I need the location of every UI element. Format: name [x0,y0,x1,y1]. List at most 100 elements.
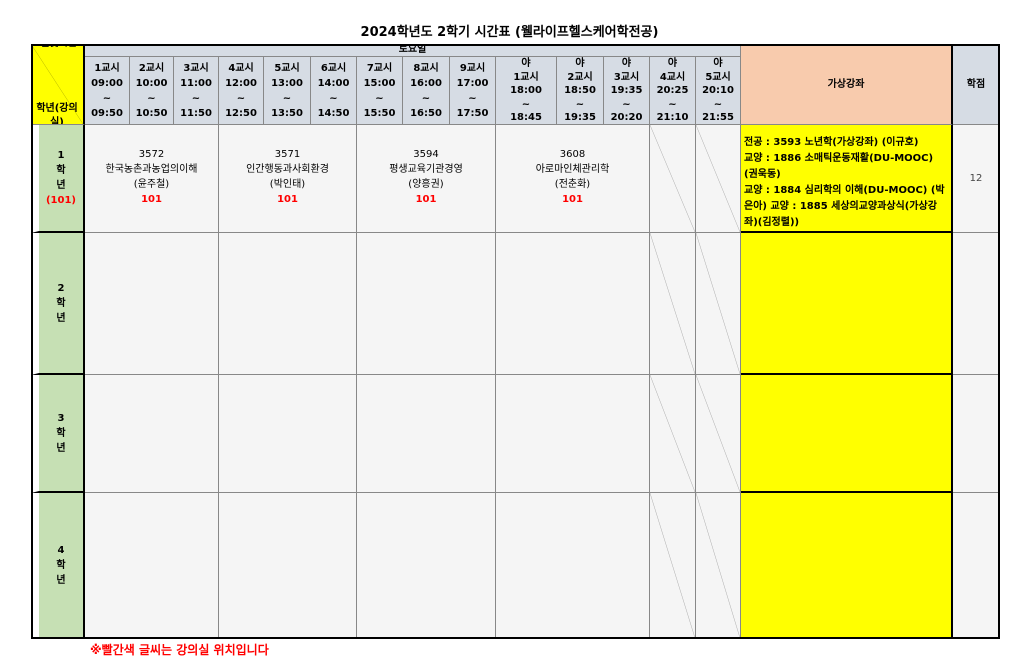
cell-text: 10:50 [135,107,168,119]
cell-text: 5교시 [705,71,731,83]
cell-text: ~ [329,92,338,104]
period-header: 2교시 10:00 ~10:50 [130,57,174,125]
year-room: (101) [45,195,76,206]
empty-cell [357,233,496,375]
cell-text: 년 [56,574,66,586]
cell-text: 17:00 [456,77,489,89]
cell-text: 5교시 [274,62,300,74]
cell-text: 16:00 [410,77,442,89]
credit-cell [953,375,1000,493]
unavailable-cell [650,125,696,233]
empty-cell [219,493,357,639]
cell-text: 2교시 [138,62,165,74]
credits-value: 12 [969,173,983,184]
cell-text: 19:35 [610,85,643,96]
course-room: 101 [141,194,162,205]
unavailable-cell [696,493,741,639]
cell-text: 1 [57,150,65,161]
cell-text: 야 [713,58,723,69]
corner-header: 요일및시간학년(강의실) [31,44,85,125]
cell-text: 3교시 [613,71,640,83]
diagonal-line [31,44,83,124]
cell-text: 8교시 [413,62,439,74]
cell-text: 6교시 [320,62,347,74]
period-header: 3교시 11:00 ~11:50 [174,57,219,125]
cell-text: 학점 [966,78,986,90]
course-cell: 3571 인간행동과사회환경 (박인태) 101 [219,125,357,233]
course-name: 아로마인체관리학 [535,164,610,175]
empty-cell [219,233,357,375]
cell-text: 2교시 [567,71,593,83]
course-professor: (박인태) [269,179,306,190]
footnote: ※빨간색 글씨는 강의실 위치입니다 [90,643,269,657]
cell-text: 18:45 [510,112,542,123]
cell-text: 15:00 [363,77,396,89]
course-room: 101 [562,194,583,205]
virtual-course-cell [741,375,953,493]
diagonal-line [696,375,740,492]
cell-text: 11:00 [180,77,212,89]
course-name: 평생교육기관경영 [389,164,463,175]
cell-text: ~ [147,92,156,104]
unavailable-cell [696,233,741,375]
cell-text: 야 [521,58,531,69]
cell-text: ~ [421,92,431,104]
night-period-header: 야 3교시 19:35 ~20:20 [604,57,650,125]
credit-cell: 12 [953,125,1000,233]
cell-text: ~ [521,98,531,110]
diagonal-line [650,375,695,492]
cell-text: 토요일 [398,44,427,55]
night-period-header: 야 5교시 20:10 ~21:55 [696,57,741,125]
cell-text: 19:35 [564,112,596,123]
cell-text: 7교시 [366,62,393,74]
corner-top-label: 요일및시간 [31,44,77,50]
cell-text: 12:00 [225,77,257,89]
cell-text: 3 [57,412,65,424]
cell-text: 학 [56,165,66,176]
course-cell: 3594 평생교육기관경영 (양흥권) 101 [357,125,496,233]
virtual-courses: 전공 : 3593 노년학(가상강좌) (이규호) 교양 : 1886 소매틱운… [744,137,945,228]
cell-text: ~ [622,98,631,110]
period-header: 9교시 17:00 ~17:50 [450,57,496,125]
course-cell: 3572 한국농촌과농업의이해 (윤주철) 101 [85,125,219,233]
cell-text: ~ [468,92,477,104]
course-code: 3572 [138,149,165,160]
cell-text: 년 [56,442,66,454]
cell-text: 15:50 [363,107,396,119]
diagonal-line [650,233,695,374]
empty-cell [85,493,219,639]
corner-bottom-label: 학년(강의실) [36,103,78,125]
cell-text: 야 [621,58,632,69]
cell-text: 18:50 [564,85,596,96]
cell-text: 17:50 [456,107,489,119]
cell-text: 09:00 [91,77,123,89]
cell-text: 학 [56,559,66,571]
cell-text: 년 [56,312,66,324]
cell-text: 20:10 [702,85,734,96]
cell-text: 3교시 [183,62,209,74]
year-label: 1 학 년 (101) [31,125,85,233]
cell-text: 10:00 [135,77,168,89]
diagonal-line [650,493,695,638]
cell-text: 가상강좌 [827,78,865,90]
cell-text: 야 [575,58,585,69]
cell-text: 4 [57,544,65,556]
cell-text: ~ [102,92,112,104]
course-code: 3594 [413,149,439,160]
empty-cell [357,493,496,639]
cell-text: 야 [667,58,678,69]
cell-text: 20:25 [656,85,689,96]
night-period-header: 야 2교시 18:50 ~19:35 [557,57,604,125]
period-header: 1교시 09:00 ~09:50 [85,57,130,125]
diagonal-line [696,493,740,638]
cell-text: ~ [575,98,585,110]
unavailable-cell [650,233,696,375]
diagonal-line [650,125,695,232]
cell-text: 20:20 [610,112,643,123]
cell-text: 학 [56,427,66,439]
course-code: 3608 [559,149,586,160]
cell-text: ~ [236,92,246,104]
cell-text: ~ [668,98,677,110]
